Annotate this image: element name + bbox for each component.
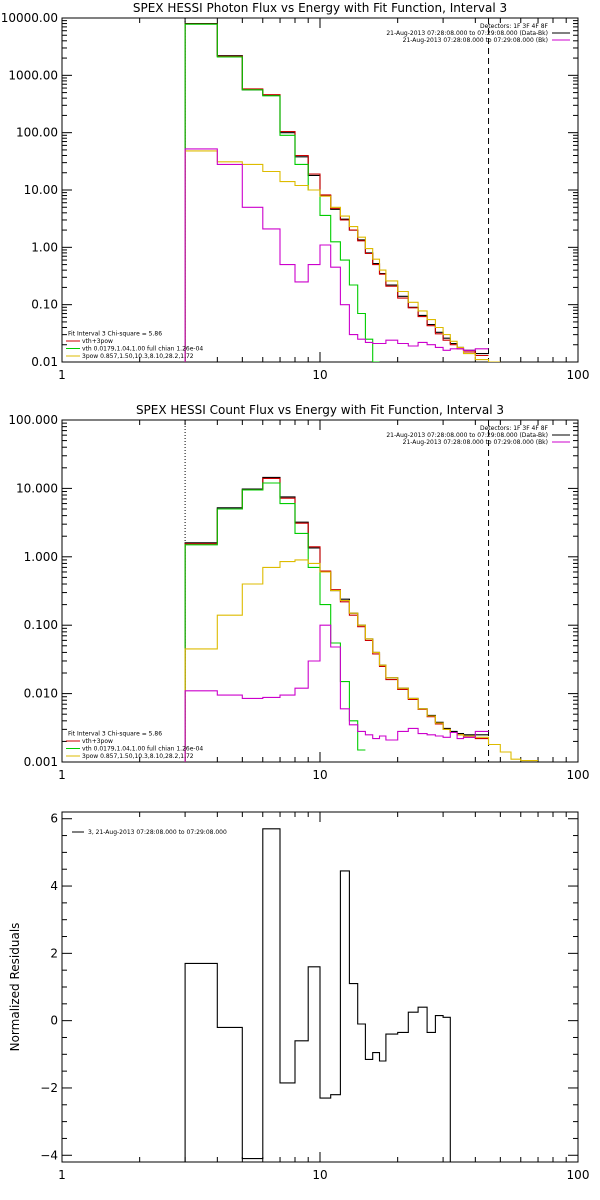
- y-tick-label: 0.01: [31, 355, 58, 369]
- legend-bottom-left: Fit Interval 3 Chi-square = 5.86vth+3pow…: [66, 331, 203, 360]
- y-tick-label: 0: [50, 1014, 58, 1028]
- y-tick-label: 6: [50, 812, 58, 826]
- y-tick-label: 10.000: [16, 481, 58, 495]
- x-tick-label: 100: [567, 768, 590, 782]
- x-axis: 1 10 100: [58, 812, 589, 1182]
- legend-text: vth+3pow: [82, 738, 113, 745]
- y-tick-label: 100.00: [16, 126, 58, 140]
- series-group: [184, 23, 501, 362]
- y-tick-label: 10.00: [24, 183, 58, 197]
- legend-text: 3pow 0.857,1.50,10.3,8.10,28.2,1.72: [82, 753, 194, 760]
- y-tick-label: 10000.00: [1, 11, 58, 25]
- x-tick-label: 10: [312, 768, 327, 782]
- legend-bottom-left: Fit Interval 3 Chi-square = 5.86vth+3pow…: [66, 731, 203, 760]
- y-tick-label: 0.001: [24, 755, 58, 769]
- y-tick-label: 2: [50, 946, 58, 960]
- series-line-3: [184, 482, 366, 762]
- x-tick-label: 1: [58, 368, 66, 382]
- legend-text: Fit Interval 3 Chi-square = 5.86: [68, 331, 162, 338]
- y-tick-label: 1000.00: [8, 68, 58, 82]
- x-tick-label: 100: [567, 1168, 590, 1182]
- legend-text: 21-Aug-2013 07:28:08.000 to 07:29:08.000…: [403, 439, 548, 446]
- x-tick-label: 10: [312, 368, 327, 382]
- y-tick-label: 0.100: [24, 618, 58, 632]
- chart-1: SPEX HESSI Photon Flux vs Energy with Fi…: [1, 1, 590, 382]
- chart-title: SPEX HESSI Photon Flux vs Energy with Fi…: [133, 1, 507, 15]
- x-tick-label: 1: [58, 768, 66, 782]
- chart-title: SPEX HESSI Count Flux vs Energy with Fit…: [136, 403, 504, 417]
- y-tick-label: 0.010: [24, 687, 58, 701]
- series-line-4: [184, 150, 501, 362]
- x-axis: 1 10 100: [58, 420, 589, 782]
- legend-text: Detectors: 1F 3F 4F 8F: [480, 23, 549, 30]
- legend-text: 3pow 0.857,1.50,10.3,8.10,28.2,1.72: [82, 353, 194, 360]
- legend-text: 3, 21-Aug-2013 07:28:08.000 to 07:29:08.…: [88, 829, 227, 836]
- y-tick-label: 4: [50, 879, 58, 893]
- y-tick-label: 1.000: [24, 550, 58, 564]
- series-line-3: [184, 23, 380, 362]
- y-axis: 0.01 0.10 1.00 10.00 100.00 1000.00 10000.00: [1, 11, 578, 369]
- series-line-2: [184, 23, 489, 362]
- legend-text: vth 0.0179,1.04,1.00 full chian 1.26e-04: [82, 346, 203, 353]
- y-tick-label: 100.000: [8, 413, 58, 427]
- x-tick-label: 1: [58, 1168, 66, 1182]
- legend-text: vth 0.0179,1.04,1.00 full chian 1.26e-04: [82, 746, 203, 753]
- legend-text: 21-Aug-2013 07:28:08.000 to 07:29:08.000…: [403, 37, 548, 44]
- legend-text: 21-Aug-2013 07:28:08.000 to 07:29:08.000…: [386, 432, 548, 439]
- x-tick-label: 10: [312, 1168, 327, 1182]
- y-tick-label: 1.00: [31, 240, 58, 254]
- series-line-5: [184, 624, 489, 762]
- legend-text: Fit Interval 3 Chi-square = 5.86: [68, 731, 162, 738]
- legend-top-left: 3, 21-Aug-2013 07:28:08.000 to 07:29:08.…: [72, 829, 227, 836]
- y-axis: 0.001 0.010 0.100 1.000 10.000 100.000: [8, 413, 578, 769]
- legend-text: vth+3pow: [82, 338, 113, 345]
- series-line-1: [184, 23, 489, 362]
- y-axis: −4 −2 0 2 4 6 Normalized Residuals: [8, 812, 578, 1162]
- y-tick-label: −4: [40, 1148, 58, 1162]
- legend-text: 21-Aug-2013 07:28:08.000 to 07:29:08.000…: [386, 30, 548, 37]
- y-tick-label: −2: [40, 1081, 58, 1095]
- series-line-1: [184, 476, 489, 762]
- chart-3: 1 10 100 −4 −2 0 2 4 6 Normalized Residuals 3, 21-…: [8, 811, 589, 1182]
- y-axis-label: Normalized Residuals: [8, 923, 22, 1052]
- x-tick-label: 100: [567, 368, 590, 382]
- x-axis: 1 10 100: [58, 18, 589, 382]
- series-line-2: [184, 477, 489, 762]
- series-group: [184, 476, 538, 762]
- series-line-5: [184, 148, 489, 362]
- series-group: [184, 828, 451, 1162]
- y-tick-label: 0.10: [31, 298, 58, 312]
- series-line-1: [184, 828, 451, 1162]
- chart-2: SPEX HESSI Count Flux vs Energy with Fit…: [8, 403, 589, 782]
- legend-text: Detectors: 1F 3F 4F 8F: [480, 425, 549, 432]
